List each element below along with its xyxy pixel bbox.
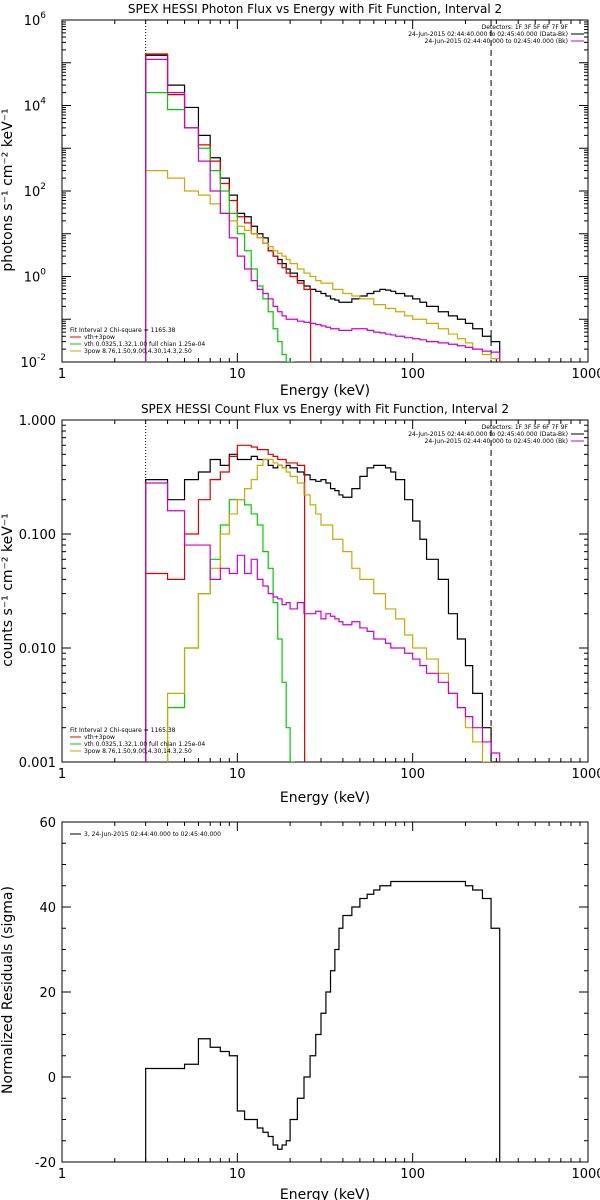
y-tick-label: 100 — [24, 268, 47, 286]
series-line-3pow — [145, 458, 501, 762]
legend-left-entry: 3, 24-Jun-2015 02:44:40.000 to 02:45:40.… — [84, 831, 221, 838]
legend-left-entry: vth+3pow — [84, 734, 115, 741]
x-tick-label: 10 — [229, 367, 246, 382]
legend-right-entry: 24-Jun-2015 02:44:40.000 to 02:45:40.000… — [408, 31, 568, 38]
series-line-0 — [145, 880, 501, 1162]
legend-left-entry: Fit Interval 2 Chi-square = 1165.38 — [70, 727, 176, 734]
y-tick-label: 1.000 — [19, 414, 56, 429]
series-line-3pow — [145, 170, 501, 362]
series-line-data-bk — [145, 453, 500, 762]
legend-right-entry: Detectors: 1F 3F 5F 6F 7F 9F — [482, 24, 569, 31]
residuals-panel: Energy (keV) Normalized Residuals (sigma… — [0, 816, 600, 1200]
x-tick-label: 10 — [229, 767, 246, 782]
photon-flux-panel: SPEX HESSI Photon Flux vs Energy with Fi… — [0, 2, 600, 399]
legend-left-entry: 3pow 8.76,1.50,9.00,4.30,14.3,2.50 — [84, 348, 192, 355]
x-tick-label: 1 — [58, 367, 66, 382]
count-flux-xlabel: Energy (keV) — [280, 790, 370, 806]
legend-left-entry: vth 0.0325,1.32,1.00 full chian 1.25e-04 — [84, 741, 205, 748]
y-tick-label: 0 — [48, 1071, 56, 1086]
photon-flux-xlabel: Energy (keV) — [280, 383, 370, 399]
y-tick-label: 0.001 — [19, 756, 56, 771]
y-tick-label: 104 — [24, 97, 47, 115]
y-tick-label: 20 — [39, 986, 56, 1001]
legend-right-entry: 24-Jun-2015 02:44:40.000 to 02:45:40.000… — [408, 431, 568, 438]
y-tick-label: -20 — [35, 1156, 56, 1171]
count-flux-title: SPEX HESSI Count Flux vs Energy with Fit… — [141, 402, 509, 416]
series-line-bk — [145, 482, 501, 762]
series-group — [145, 880, 501, 1162]
series-group — [145, 53, 501, 362]
y-tick-label: 10-2 — [20, 353, 46, 371]
legend-left-entry: vth+3pow — [84, 334, 115, 341]
legend-left-entry: 3pow 8.76,1.50,9.00,4.30,14.3,2.50 — [84, 748, 192, 755]
x-tick-label: 1 — [58, 767, 66, 782]
y-tick-label: 102 — [24, 182, 46, 200]
series-line-data-bk — [145, 54, 501, 362]
count-flux-ylabel: counts s⁻¹ cm⁻² keV⁻¹ — [0, 513, 16, 667]
x-tick-label: 100 — [400, 1167, 425, 1182]
legend-left-entry: Fit Interval 2 Chi-square = 1165.38 — [70, 327, 176, 334]
legend-left-entry: vth 0.0325,1.32,1.00 full chian 1.25e-04 — [84, 341, 205, 348]
photon-flux-title: SPEX HESSI Photon Flux vs Energy with Fi… — [128, 2, 502, 16]
legend-right-entry: Detectors: 1F 3F 5F 6F 7F 9F — [482, 424, 569, 431]
residuals-xlabel: Energy (keV) — [280, 1187, 370, 1200]
photon-flux-ylabel: photons s⁻¹ cm⁻² keV⁻¹ — [0, 108, 16, 271]
series-group — [145, 444, 501, 762]
x-tick-label: 100 — [400, 367, 425, 382]
y-tick-label: 0.010 — [19, 642, 56, 657]
count-flux-panel: SPEX HESSI Count Flux vs Energy with Fit… — [0, 402, 600, 806]
x-tick-label: 1 — [58, 1167, 66, 1182]
y-tick-label: 106 — [24, 11, 47, 29]
x-tick-label: 100 — [400, 767, 425, 782]
legend-right-entry: 24-Jun-2015 02:44:40.000 to 02:45:40.000… — [425, 38, 568, 45]
residuals-ylabel: Normalized Residuals (sigma) — [0, 886, 16, 1094]
plot-frame — [61, 419, 589, 763]
series-line-bk — [145, 58, 501, 362]
y-tick-label: 60 — [39, 816, 56, 831]
x-tick-label: 10 — [229, 1167, 246, 1182]
y-tick-label: 0.100 — [19, 528, 56, 543]
y-tick-label: 40 — [39, 901, 56, 916]
legend-right-entry: 24-Jun-2015 02:44:40.000 to 02:45:40.000… — [425, 438, 568, 445]
